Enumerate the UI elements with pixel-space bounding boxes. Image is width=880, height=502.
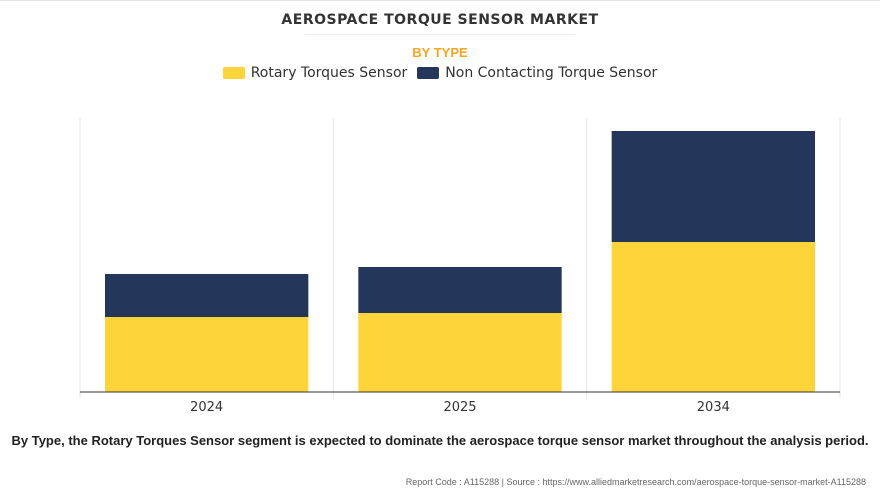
chart-title: AEROSPACE TORQUE SENSOR MARKET <box>281 12 599 28</box>
x-tick-label: 2024 <box>190 400 223 415</box>
legend-swatch <box>222 67 245 79</box>
source-footer: Report Code : A115288 | Source : https:/… <box>405 477 866 487</box>
bar-2034-rotary <box>611 242 815 392</box>
x-tick-label: 2025 <box>443 400 476 415</box>
legend-label: Rotary Torques Sensor <box>250 65 408 81</box>
bar-2024-rotary <box>105 317 309 392</box>
bar-2024-non-contacting <box>105 274 309 317</box>
chart-caption: By Type, the Rotary Torques Sensor segme… <box>11 433 869 448</box>
bar-2034-non-contacting <box>611 131 815 242</box>
bar-2025-rotary <box>358 313 562 392</box>
plot-area: 2024 2025 2034 <box>79 118 841 415</box>
title-divider <box>305 34 575 35</box>
legend-item-rotary[interactable]: Rotary Torques Sensor <box>222 65 408 81</box>
x-tick-label: 2034 <box>697 400 730 415</box>
bar-2025-non-contacting <box>358 267 562 313</box>
legend-swatch <box>417 67 440 79</box>
legend: Rotary Torques Sensor Non Contacting Tor… <box>0 65 880 81</box>
legend-label: Non Contacting Torque Sensor <box>445 65 658 81</box>
legend-item-non-contacting[interactable]: Non Contacting Torque Sensor <box>417 65 657 81</box>
chart-subtitle: BY TYPE <box>412 45 468 60</box>
